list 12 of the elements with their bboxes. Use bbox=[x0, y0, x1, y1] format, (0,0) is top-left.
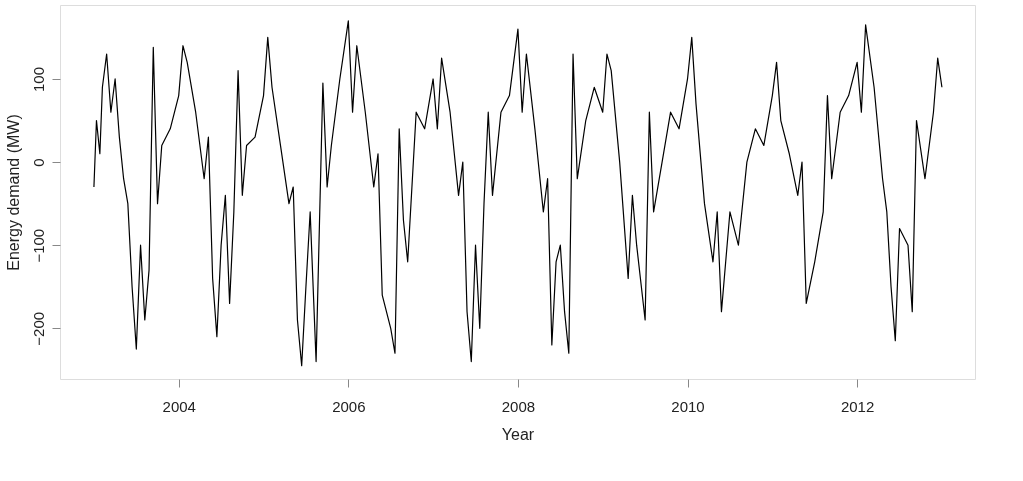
y-axis-title: Energy demand (MW) bbox=[4, 114, 22, 271]
x-tick-label: 2010 bbox=[671, 397, 705, 415]
x-tick-label: 2008 bbox=[501, 397, 536, 415]
x-axis-title: Year bbox=[501, 425, 535, 443]
y-tick-label: −100 bbox=[29, 228, 47, 263]
x-tick-label: 2004 bbox=[162, 397, 196, 415]
line-series bbox=[93, 20, 943, 367]
y-tick-label: 100 bbox=[29, 66, 47, 92]
y-tick-label: 0 bbox=[29, 158, 47, 167]
x-tick-label: 2012 bbox=[840, 397, 875, 415]
x-tick-label: 2006 bbox=[332, 397, 366, 415]
y-tick-label: −200 bbox=[29, 311, 47, 346]
